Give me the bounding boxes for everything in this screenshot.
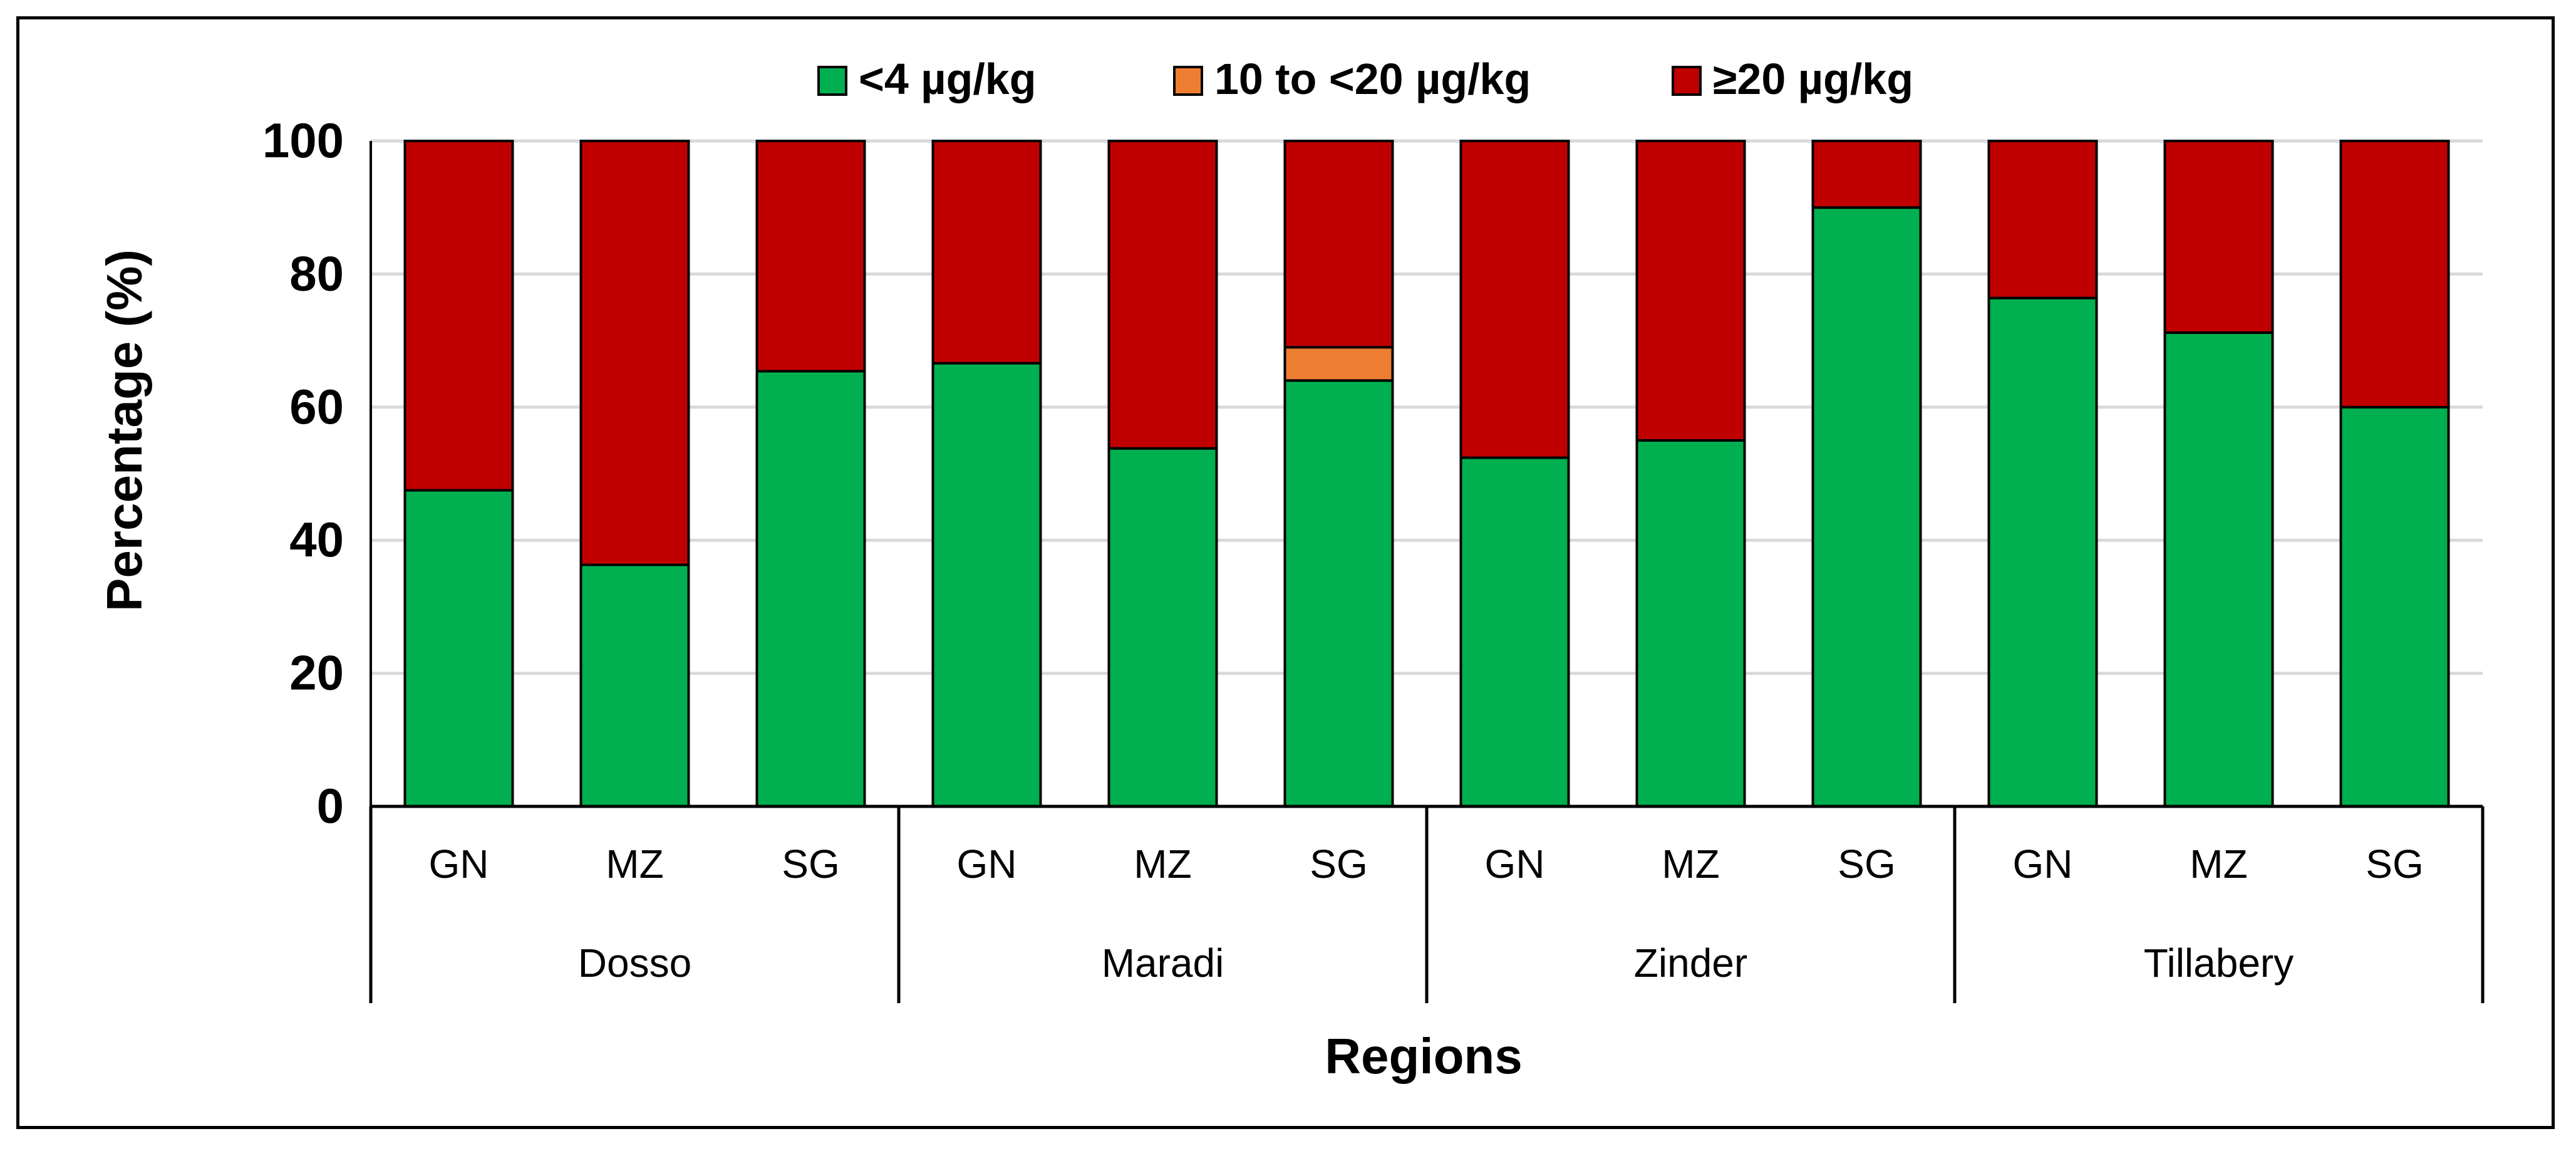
x-tick-label: MZ: [1662, 841, 1719, 887]
y-tick-label: 100: [262, 113, 344, 168]
x-tick-label: GN: [2013, 841, 2073, 887]
y-tick-labels: 0 20 40 60 80 100: [262, 113, 344, 833]
bar-segment: [1987, 140, 2098, 299]
x-tick-label: SG: [2366, 841, 2423, 887]
bar-segment: [1987, 296, 2098, 808]
stacked-bar-chart: 0 20 40 60 80 100 GN MZ SG GN MZ SG GN MZ SG GN MZ SG Dos…: [96, 55, 2485, 1084]
x-tick-label: GN: [957, 841, 1017, 887]
x-tick-label: GN: [429, 841, 489, 887]
legend-swatch: [1173, 66, 1203, 96]
bar-segment: [1459, 140, 1570, 459]
bar-segment: [1283, 379, 1394, 808]
bar-segment: [2339, 405, 2450, 808]
group-label: Dosso: [578, 940, 691, 986]
x-category-labels: GN MZ SG GN MZ SG GN MZ SG GN MZ SG Dosso Maradi Zinde…: [429, 841, 2424, 986]
x-tick-label: MZ: [1134, 841, 1191, 887]
group-label: Tillabery: [2144, 940, 2294, 986]
bar-segment: [1459, 456, 1570, 808]
bar-segment: [403, 489, 514, 808]
legend-label: 10 to <20 µg/kg: [1214, 55, 1531, 103]
legend-swatch: [1672, 66, 1702, 96]
x-tick-label: SG: [1838, 841, 1895, 887]
bar-segment: [1283, 140, 1394, 349]
x-tick-label: MZ: [606, 841, 663, 887]
x-tick-label: SG: [1310, 841, 1367, 887]
bar-segment: [403, 140, 514, 492]
x-axis-label: Regions: [1325, 1028, 1523, 1084]
bar-segment: [755, 370, 866, 808]
bar-segment: [1107, 447, 1218, 808]
bar-segment: [1635, 439, 1746, 808]
y-tick-label: 80: [289, 246, 344, 301]
chart-frame: 0 20 40 60 80 100 GN MZ SG GN MZ SG GN MZ SG GN MZ SG Dos…: [16, 16, 2555, 1129]
x-tick-label: GN: [1485, 841, 1545, 887]
axes: [369, 141, 2485, 1003]
bar-segment: [1811, 140, 1922, 209]
bar-segment: [2339, 140, 2450, 409]
legend-label: <4 µg/kg: [859, 55, 1037, 103]
legend-swatch: [817, 66, 847, 96]
bar-segment: [1635, 140, 1746, 442]
bar-segment: [755, 140, 866, 373]
bar-segment: [579, 563, 690, 808]
bars: [403, 140, 2450, 808]
bar-segment: [931, 362, 1042, 808]
x-tick-label: MZ: [2190, 841, 2247, 887]
bar-segment: [1107, 140, 1218, 450]
y-tick-label: 20: [289, 645, 344, 700]
group-label: Maradi: [1102, 940, 1224, 986]
legend-label: ≥20 µg/kg: [1713, 55, 1913, 103]
x-tick-label: SG: [782, 841, 839, 887]
bar-segment: [579, 140, 690, 566]
bar-segment: [1811, 206, 1922, 808]
bar-segment: [1283, 346, 1394, 382]
y-tick-label: 0: [317, 778, 344, 833]
group-label: Zinder: [1634, 940, 1747, 986]
y-tick-label: 60: [289, 379, 344, 434]
y-axis-label: Percentage (%): [96, 249, 152, 612]
bar-segment: [2163, 140, 2274, 334]
bar-segment: [2163, 331, 2274, 808]
bar-segment: [931, 140, 1042, 365]
y-tick-label: 40: [289, 512, 344, 567]
legend: <4 µg/kg 10 to <20 µg/kg ≥20 µg/kg: [817, 55, 1913, 103]
gridlines: [371, 139, 2483, 675]
